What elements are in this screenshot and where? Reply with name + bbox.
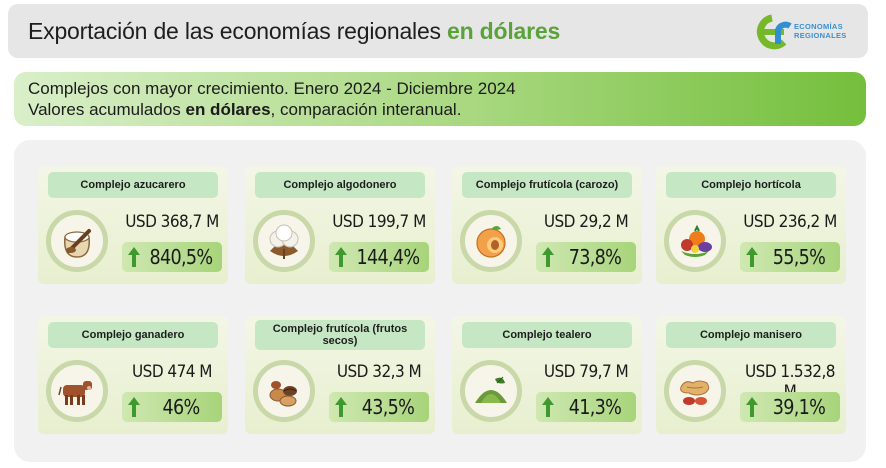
card-complejo-azucarero: Complejo azucarero USD 368,7 M 840,5% bbox=[38, 166, 228, 284]
peach-icon bbox=[476, 226, 506, 258]
card-complejo-manisero: Complejo manisero USD 1.532,8 M 39,1% bbox=[656, 316, 846, 434]
header-bar: Exportación de las economías regionales … bbox=[8, 4, 868, 58]
growth-percent: 46% bbox=[162, 395, 200, 419]
icon-ring bbox=[664, 210, 726, 272]
subtitle-line-2: Valores acumulados en dólares, comparaci… bbox=[28, 99, 852, 120]
card-title: Complejo algodonero bbox=[255, 172, 425, 198]
vegetables-icon bbox=[681, 224, 712, 257]
card-title: Complejo frutícola (frutos secos) bbox=[255, 320, 425, 350]
icon-ring bbox=[253, 210, 315, 272]
logo-line-2: REGIONALES bbox=[794, 31, 847, 40]
peanut-icon bbox=[680, 380, 710, 405]
growth-badge: 144,4% bbox=[329, 242, 429, 272]
title-text: Exportación de las economías regionales bbox=[28, 18, 448, 44]
card-complejo-fruticola-frutos-secos: Complejo frutícola (frutos secos) USD 32… bbox=[245, 316, 435, 434]
export-value: USD 474 M bbox=[132, 362, 213, 382]
growth-percent: 41,3% bbox=[568, 395, 622, 419]
card-complejo-horticola: Complejo hortícola USD 236,2 M 55,5% bbox=[656, 166, 846, 284]
card-complejo-ganadero: Complejo ganadero USD 474 M 46% bbox=[38, 316, 228, 434]
subtitle-line-2-bold: en dólares bbox=[185, 100, 271, 119]
growth-badge: 55,5% bbox=[740, 242, 840, 272]
growth-percent: 840,5% bbox=[149, 245, 214, 269]
cotton-icon bbox=[269, 224, 299, 259]
subtitle-line-1: Complejos con mayor crecimiento. Enero 2… bbox=[28, 79, 516, 98]
logo-text: ECONOMÍAS REGIONALES bbox=[794, 22, 847, 40]
card-title: Complejo frutícola (carozo) bbox=[462, 172, 632, 198]
card-title: Complejo ganadero bbox=[48, 322, 218, 348]
economias-regionales-logo: ECONOMÍAS REGIONALES bbox=[754, 12, 850, 52]
growth-percent: 73,8% bbox=[568, 245, 622, 269]
arrow-up-icon bbox=[746, 397, 758, 417]
icon-ring bbox=[46, 210, 108, 272]
page-title: Exportación de las economías regionales … bbox=[28, 18, 560, 45]
subtitle-banner: Complejos con mayor crecimiento. Enero 2… bbox=[14, 72, 866, 126]
subtitle-line-2-suffix: , comparación interanual. bbox=[270, 100, 462, 119]
growth-badge: 73,8% bbox=[536, 242, 636, 272]
card-title: Complejo manisero bbox=[666, 322, 836, 348]
cards-panel: Complejo azucarero USD 368,7 M 840,5% Co… bbox=[14, 140, 866, 462]
card-complejo-tealero: Complejo tealero USD 79,7 M 41,3% bbox=[452, 316, 642, 434]
card-complejo-algodonero: Complejo algodonero USD 199,7 M 144,4% bbox=[245, 166, 435, 284]
icon-ring bbox=[460, 360, 522, 422]
growth-badge: 43,5% bbox=[329, 392, 429, 422]
nuts-icon bbox=[269, 381, 297, 407]
growth-percent: 39,1% bbox=[772, 395, 826, 419]
growth-badge: 41,3% bbox=[536, 392, 636, 422]
title-accent: en dólares bbox=[447, 18, 561, 44]
logo-mark-icon bbox=[756, 14, 792, 50]
card-title: Complejo hortícola bbox=[666, 172, 836, 198]
growth-percent: 144,4% bbox=[356, 245, 421, 269]
growth-badge: 39,1% bbox=[740, 392, 840, 422]
arrow-up-icon bbox=[542, 397, 554, 417]
subtitle-line-2-prefix: Valores acumulados bbox=[28, 100, 186, 119]
icon-ring bbox=[460, 210, 522, 272]
growth-badge: 840,5% bbox=[122, 242, 222, 272]
card-complejo-fruticola-carozo: Complejo frutícola (carozo) USD 29,2 M 7… bbox=[452, 166, 642, 284]
arrow-up-icon bbox=[128, 397, 140, 417]
export-value: USD 79,7 M bbox=[543, 362, 629, 382]
icon-ring bbox=[46, 360, 108, 422]
cow-icon bbox=[58, 381, 92, 405]
export-value: USD 32,3 M bbox=[336, 362, 422, 382]
tea-icon bbox=[475, 376, 507, 403]
icon-ring bbox=[664, 360, 726, 422]
export-value: USD 199,7 M bbox=[332, 212, 426, 232]
arrow-up-icon bbox=[335, 397, 347, 417]
export-value: USD 29,2 M bbox=[543, 212, 629, 232]
arrow-up-icon bbox=[746, 247, 758, 267]
card-title: Complejo azucarero bbox=[48, 172, 218, 198]
growth-percent: 43,5% bbox=[361, 395, 415, 419]
export-value: USD 236,2 M bbox=[743, 212, 837, 232]
arrow-up-icon bbox=[128, 247, 140, 267]
export-value: USD 368,7 M bbox=[125, 212, 219, 232]
growth-badge: 46% bbox=[122, 392, 222, 422]
card-title: Complejo tealero bbox=[462, 322, 632, 348]
growth-percent: 55,5% bbox=[772, 245, 826, 269]
arrow-up-icon bbox=[335, 247, 347, 267]
icon-ring bbox=[253, 360, 315, 422]
logo-line-1: ECONOMÍAS bbox=[794, 22, 843, 31]
sugar-sack-icon bbox=[64, 229, 91, 258]
arrow-up-icon bbox=[542, 247, 554, 267]
